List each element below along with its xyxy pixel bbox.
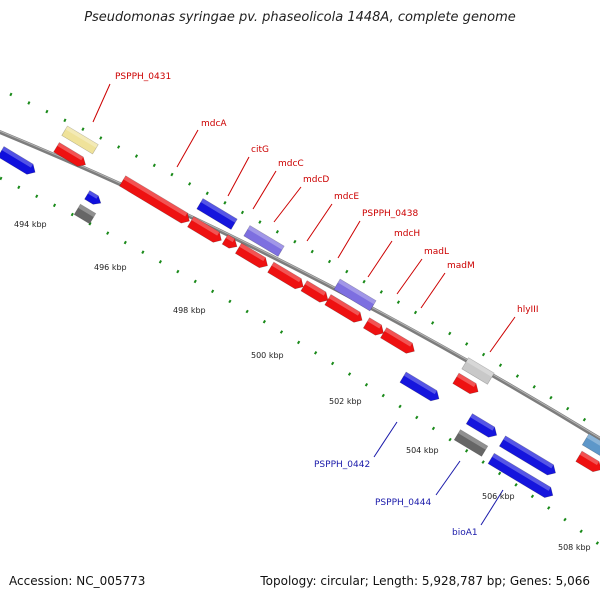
leader-line: [480, 489, 504, 526]
scale-label: 498 kbp: [173, 306, 206, 315]
leader-line: [273, 186, 302, 223]
features: [0, 125, 600, 500]
feature-light-grey[interactable]: [461, 357, 495, 385]
feature-grey[interactable]: [73, 203, 97, 225]
gene-label-madl[interactable]: madL: [424, 247, 449, 257]
feature-grey[interactable]: [453, 429, 489, 457]
leader-line: [306, 203, 333, 242]
leader-line: [367, 240, 393, 278]
feature-blue[interactable]: [399, 371, 442, 404]
gene-label-bioa1[interactable]: bioA1: [452, 528, 478, 538]
feature-blue[interactable]: [0, 146, 38, 178]
leader-line: [252, 170, 277, 210]
map-title: Pseudomonas syringae pv. phaseolicola 14…: [84, 10, 516, 25]
feature-red[interactable]: [575, 450, 600, 475]
leader-line: [227, 156, 250, 197]
feature-red[interactable]: [119, 175, 192, 226]
gene-label-mdcd[interactable]: mdcD: [303, 175, 329, 185]
feature-blue[interactable]: [196, 198, 238, 230]
feature-violet[interactable]: [333, 278, 377, 312]
scale-label: 504 kbp: [406, 446, 439, 455]
feature-pale-yellow[interactable]: [61, 125, 99, 155]
feature-blue[interactable]: [498, 435, 558, 478]
leader-lines: [92, 83, 516, 526]
gene-label-mdch[interactable]: mdcH: [394, 229, 420, 239]
gene-label-pspph-0444[interactable]: PSPPH_0444: [375, 498, 431, 508]
gene-label-pspph-0431[interactable]: PSPPH_0431: [115, 72, 171, 82]
gene-label-madm[interactable]: madM: [447, 261, 475, 271]
feature-steel-blue[interactable]: [581, 433, 600, 457]
scale-label: 494 kbp: [14, 220, 47, 229]
scale-label: 496 kbp: [94, 263, 127, 272]
leader-line: [176, 129, 199, 168]
scale-label: 506 kbp: [482, 492, 515, 501]
gene-label-citg[interactable]: citG: [251, 145, 269, 155]
gene-label-mdce[interactable]: mdcE: [334, 192, 359, 202]
gene-label-pspph-0438[interactable]: PSPPH_0438: [362, 209, 418, 219]
accession-text: Accession: NC_005773: [9, 574, 146, 588]
feature-blue[interactable]: [465, 413, 500, 441]
gene-label-mdca[interactable]: mdcA: [201, 119, 227, 129]
gene-label-pspph-0442[interactable]: PSPPH_0442: [314, 460, 370, 470]
scale-label: 500 kbp: [251, 351, 284, 360]
feature-blue[interactable]: [487, 452, 556, 500]
leader-line: [420, 272, 446, 309]
feature-violet[interactable]: [243, 225, 285, 257]
feature-red[interactable]: [187, 216, 224, 246]
feature-red[interactable]: [267, 261, 307, 292]
feature-red[interactable]: [324, 294, 365, 326]
tick-row-inner: [0, 176, 600, 547]
leader-line: [396, 258, 423, 295]
leader-line: [489, 316, 516, 353]
leader-line: [92, 83, 111, 123]
feature-blue-small[interactable]: [84, 190, 104, 208]
topology-text: Topology: circular; Length: 5,928,787 bp…: [260, 574, 590, 588]
leader-line: [373, 421, 398, 458]
leader-line: [337, 220, 361, 259]
scale-label: 508 kbp: [558, 543, 591, 552]
feature-red[interactable]: [452, 372, 481, 397]
feature-red[interactable]: [221, 234, 240, 252]
feature-red[interactable]: [234, 242, 270, 271]
gene-label-mdcc[interactable]: mdcC: [278, 159, 304, 169]
gene-label-hlyiii[interactable]: hlyIII: [517, 305, 539, 315]
leader-line: [435, 460, 461, 496]
feature-red[interactable]: [53, 142, 89, 170]
feature-red[interactable]: [380, 327, 417, 357]
feature-red[interactable]: [362, 317, 386, 339]
scale-label: 502 kbp: [329, 397, 362, 406]
feature-red[interactable]: [300, 280, 331, 306]
